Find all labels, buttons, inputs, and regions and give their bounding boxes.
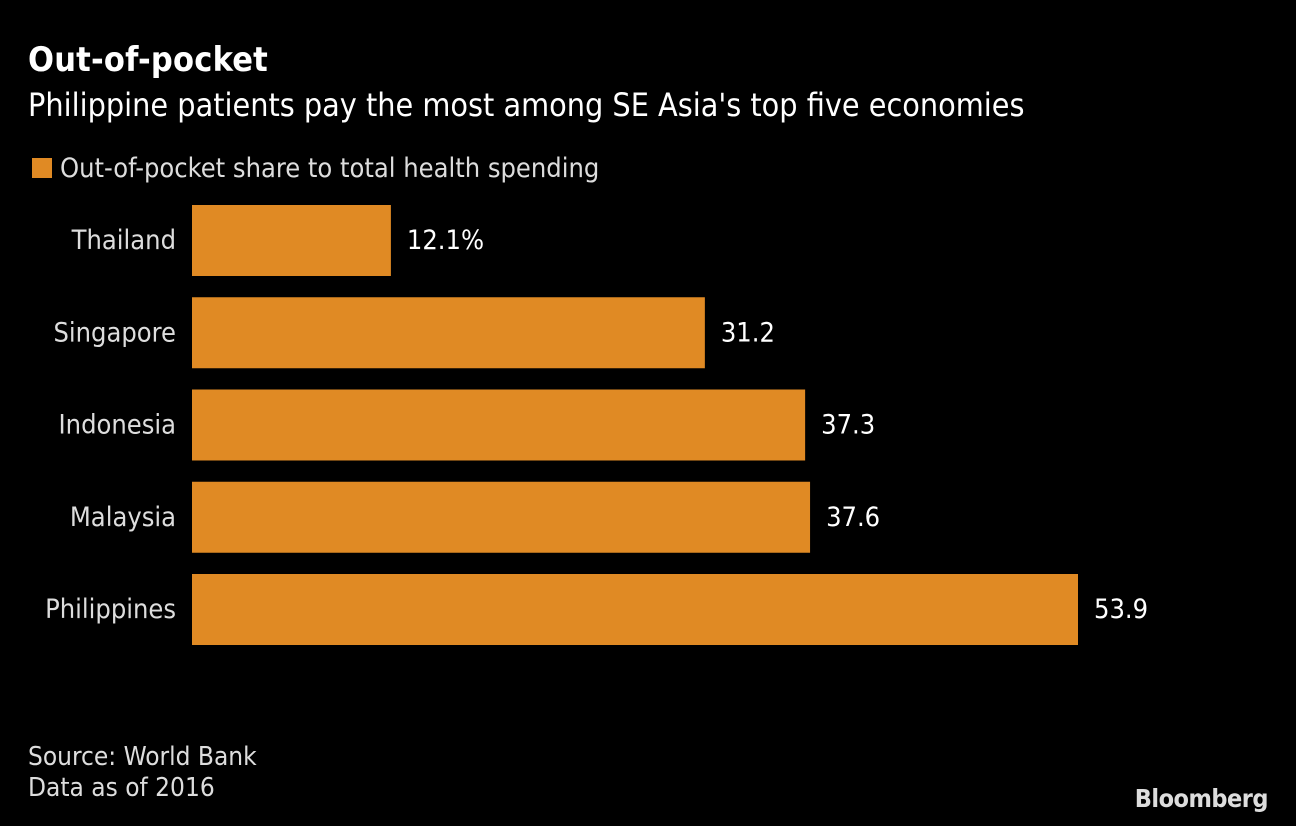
legend: Out-of-pocket share to total health spen… (28, 151, 599, 185)
value-label: 31.2 (721, 317, 775, 348)
category-label: Indonesia (59, 410, 176, 441)
category-label: Singapore (53, 317, 176, 348)
source-note: Source: World Bank Data as of 2016 (28, 742, 257, 804)
bar-thailand (192, 205, 391, 276)
bar-group: Thailand 12.1% Singapore 31.2 Indonesia 37.3 M… (45, 205, 1148, 645)
value-label: 37.6 (826, 502, 880, 533)
legend-swatch (32, 158, 52, 178)
chart-subtitle: Philippine patients pay the most among S… (28, 86, 1025, 124)
category-label: Thailand (71, 225, 176, 256)
value-label: 12.1% (407, 225, 484, 256)
chart-title: Out-of-pocket (28, 40, 268, 80)
bloomberg-logo: Bloomberg (1134, 784, 1269, 813)
bar-philippines (192, 574, 1078, 645)
value-label: 53.9 (1094, 594, 1148, 625)
category-label: Philippines (45, 594, 176, 625)
bar-singapore (192, 297, 705, 369)
category-label: Malaysia (70, 502, 176, 533)
bar-indonesia (192, 389, 806, 461)
bar-malaysia (192, 481, 811, 553)
data-date-text: Data as of 2016 (28, 773, 215, 803)
legend-label: Out-of-pocket share to total health spen… (60, 152, 600, 184)
value-label: 37.3 (821, 410, 875, 441)
source-text: Source: World Bank (28, 742, 257, 772)
